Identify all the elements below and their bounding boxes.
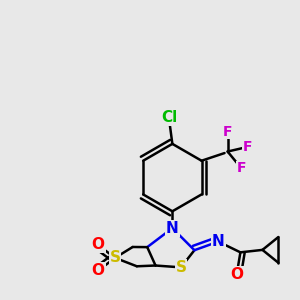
Text: O: O	[92, 263, 105, 278]
Text: F: F	[237, 161, 246, 176]
Text: F: F	[223, 124, 232, 139]
Text: O: O	[92, 238, 105, 253]
Text: Cl: Cl	[161, 110, 177, 125]
Text: N: N	[212, 234, 225, 249]
Text: F: F	[243, 140, 252, 154]
Text: S: S	[110, 250, 121, 266]
Text: N: N	[166, 220, 179, 236]
Text: O: O	[230, 267, 243, 282]
Text: S: S	[176, 260, 186, 275]
